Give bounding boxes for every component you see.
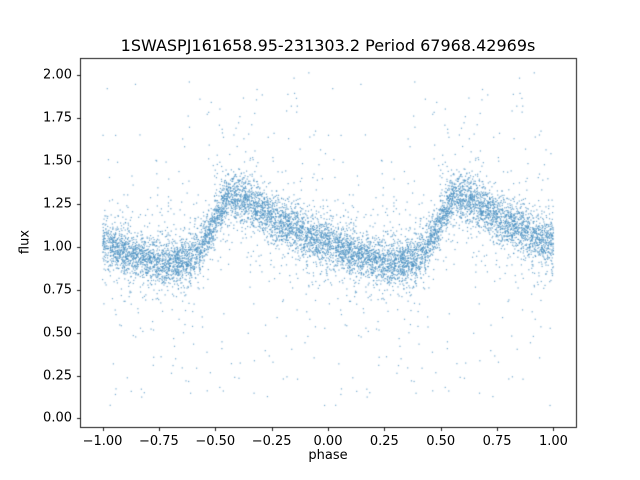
y-tick-label: 0.75	[43, 282, 72, 298]
x-tick-label: 0.75	[482, 434, 512, 449]
chart-title: 1SWASPJ161658.95-231303.2 Period 67968.4…	[120, 36, 536, 55]
x-tick-label: −0.25	[251, 434, 292, 449]
x-axis-label: phase	[308, 448, 348, 463]
x-tick-label: 1.00	[538, 434, 568, 449]
x-tick-label: 0.00	[313, 434, 343, 449]
x-tick-label: 0.25	[369, 434, 399, 449]
y-tick-label: 1.50	[43, 153, 72, 169]
x-tick-label: −0.75	[138, 434, 179, 449]
y-tick-label: 2.00	[43, 67, 72, 83]
y-tick-label: 0.25	[43, 368, 72, 383]
x-tick-label: 0.50	[426, 434, 456, 449]
y-tick-label: 1.75	[43, 110, 72, 126]
x-tick-label: −0.50	[195, 434, 236, 449]
y-tick-label: 0.00	[43, 410, 72, 426]
y-tick-label: 1.00	[43, 239, 72, 255]
y-axis-label: flux	[17, 229, 33, 255]
y-tick-label: 0.50	[43, 325, 72, 341]
y-tick-label: 1.25	[43, 196, 72, 212]
x-tick-label: −1.00	[82, 434, 123, 449]
